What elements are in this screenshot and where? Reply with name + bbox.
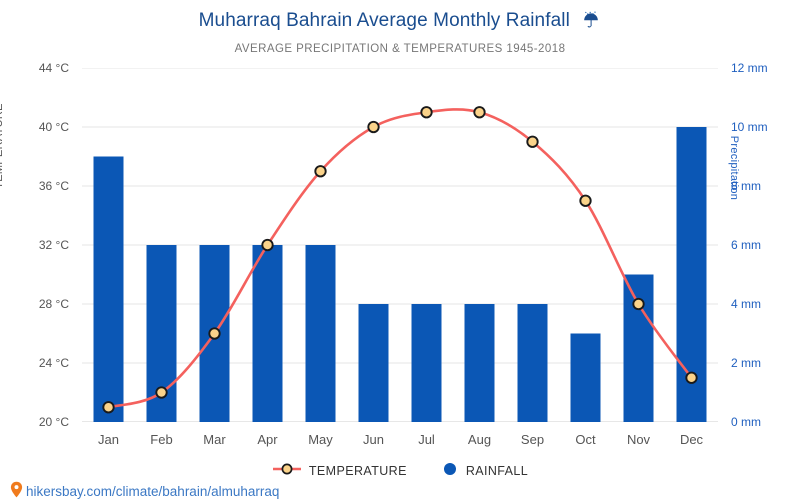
y-axis-left-tick: 40 °C [38,120,69,134]
chart-legend: TEMPERATURE RAINFALL [0,462,800,479]
x-axis-tick-sep: Sep [520,432,545,447]
temperature-point-mar[interactable] [208,327,221,340]
x-axis-tick-jan: Jan [98,432,119,447]
location-pin-icon [10,481,23,501]
y-axis-left-tick: 32 °C [38,238,69,252]
bar-aug[interactable] [464,304,495,422]
temperature-point-apr[interactable] [261,238,274,252]
source-link-text: hikersbay.com/climate/bahrain/almuharraq [26,483,280,499]
x-axis-tick-mar: Mar [203,432,226,447]
y-axis-right-tick: 12 mm [731,61,768,75]
y-axis-left-tick: 36 °C [38,179,69,193]
chart-title-row: Muharraq Bahrain Average Monthly Rainfal… [0,9,800,35]
legend-marker-temperature-icon [272,462,302,479]
bar-may[interactable] [305,245,336,422]
legend-label-rainfall: RAINFALL [465,463,529,478]
x-axis-tick-nov: Nov [626,432,651,447]
legend-item-temperature[interactable]: TEMPERATURE [272,462,407,479]
x-axis-tick-may: May [308,432,333,447]
temperature-line [107,108,693,409]
temperature-point-may[interactable] [314,165,327,178]
page-title: Muharraq Bahrain Average Monthly Rainfal… [198,10,570,31]
x-axis-tick-oct: Oct [575,432,596,447]
plot-area [82,68,718,422]
bar-sep[interactable] [517,304,548,422]
x-axis-tick-dec: Dec [679,432,704,447]
chart-subtitle: AVERAGE PRECIPITATION & TEMPERATURES 194… [234,43,566,55]
y-axis-left-tick: 28 °C [38,297,69,311]
chart-series [93,106,707,423]
y-axis-right-tick: 8 mm [731,179,761,193]
x-axis-tick-feb: Feb [150,432,173,447]
temperature-point-dec[interactable] [685,371,698,384]
temperature-point-oct[interactable] [579,194,592,207]
y-axis-right-tick: 2 mm [731,356,761,370]
y-axis-left-tick: 20 °C [38,415,69,429]
y-axis-right-tick: 4 mm [731,297,761,311]
bar-apr[interactable] [252,245,283,422]
y-axis-right-tick: 10 mm [731,120,768,134]
x-axis-tick-jun: Jun [363,432,384,447]
temperature-point-sep[interactable] [526,135,539,148]
y-axis-right-tick: 6 mm [731,238,761,252]
bar-oct[interactable] [570,333,601,423]
y-axis-right-tick: 0 mm [731,415,761,429]
y-axis-left-tick: 24 °C [38,356,69,370]
legend-marker-rainfall-icon [441,462,459,479]
temperature-point-jul[interactable] [420,106,433,119]
legend-label-temperature: TEMPERATURE [308,463,407,478]
temperature-point-nov[interactable] [632,297,645,311]
chart-header: Muharraq Bahrain Average Monthly Rainfal… [0,0,800,56]
x-axis-tick-jul: Jul [418,432,435,447]
x-axis-tick-apr: Apr [257,432,278,447]
bar-jan[interactable] [93,156,124,423]
bar-jun[interactable] [358,304,389,422]
legend-item-rainfall[interactable]: RAINFALL [441,462,528,479]
bar-jul[interactable] [411,304,442,422]
y-axis-left-tick: 44 °C [38,61,69,75]
source-link[interactable]: hikersbay.com/climate/bahrain/almuharraq [10,481,279,501]
y-axis-left-title: TEMPERATURE [0,103,5,189]
x-axis-tick-aug: Aug [467,432,492,447]
bar-nov[interactable] [623,274,654,423]
grid-lines [82,68,718,422]
temperature-point-jan[interactable] [102,401,115,414]
temperature-point-jun[interactable] [367,120,380,134]
temperature-point-aug[interactable] [473,106,486,119]
temperature-point-feb[interactable] [155,386,168,399]
umbrella-rain-icon [581,10,601,35]
